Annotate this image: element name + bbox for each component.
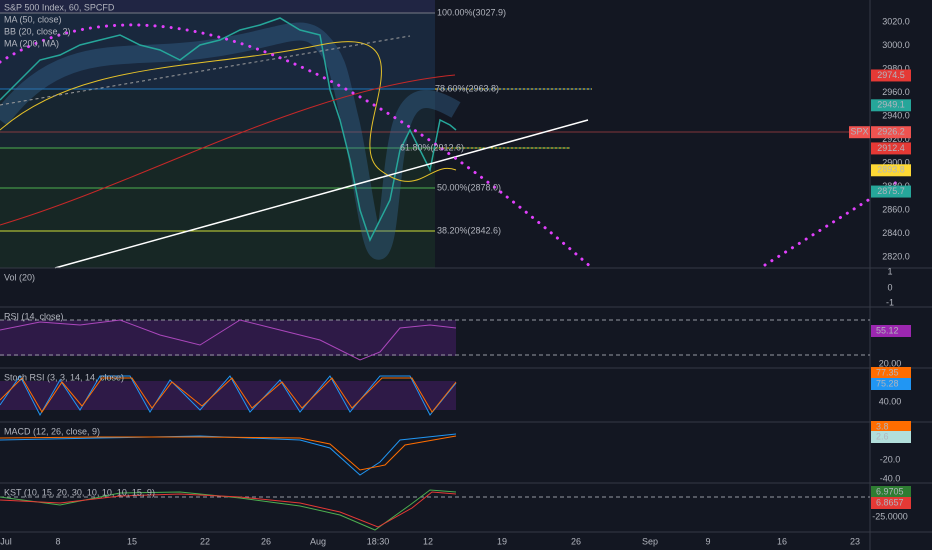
pane-label-box — [871, 497, 911, 509]
pane-label: 6.9705 — [876, 486, 904, 496]
price-label: 2893.8 — [877, 165, 905, 175]
pane-label: 0 — [887, 282, 892, 292]
price-label: 2949.1 — [877, 100, 905, 110]
study-title: MA (50, close) — [4, 14, 62, 24]
time-label: 16 — [777, 536, 787, 546]
pane-title: KST (10, 15, 20, 30, 10, 10, 10, 15, 9) — [4, 487, 155, 497]
pane-label-box — [871, 367, 911, 379]
price-label-box — [871, 185, 911, 198]
pane-label: 55.12 — [876, 325, 899, 335]
pane-label: 2.6 — [876, 431, 889, 441]
price-tick: 3020.0 — [882, 16, 910, 26]
symbol-tag-box — [849, 126, 870, 139]
pane-label: -20.0 — [880, 454, 901, 464]
price-label: 2912.4 — [877, 143, 905, 153]
pane-label: 75.28 — [876, 378, 899, 388]
fib-label: 61.80%(2912.6) — [400, 142, 464, 152]
pane-label: 3.8 — [876, 421, 889, 431]
pane-title: RSI (14, close) — [4, 311, 64, 321]
pane-label: -40.0 — [880, 473, 901, 483]
fib-label: 100.00%(3027.9) — [437, 7, 506, 17]
time-label: 22 — [200, 536, 210, 546]
price-tick: 2980.0 — [882, 63, 910, 73]
price-label: 2974.5 — [877, 70, 905, 80]
time-label: 8 — [55, 536, 60, 546]
fib-label: 38.20%(2842.6) — [437, 225, 501, 235]
time-label: 18:30 — [367, 536, 390, 546]
pane-label: -25.0000 — [872, 511, 908, 521]
price-tick: 3000.0 — [882, 40, 910, 50]
time-label: Aug — [310, 536, 326, 546]
price-label: 2926.2 — [877, 127, 905, 137]
price-tick: 2860.0 — [882, 204, 910, 214]
price-label-box — [871, 164, 911, 177]
pane-label: -1 — [886, 297, 894, 307]
pane-label: 77.35 — [876, 367, 899, 377]
pane-label: 1 — [887, 266, 892, 276]
pane-label: 40.00 — [879, 396, 902, 406]
time-label: 26 — [571, 536, 581, 546]
symbol-title: S&P 500 Index, 60, SPCFD — [4, 2, 115, 12]
fib-label: 78.60%(2963.8) — [435, 83, 499, 93]
time-label: 15 — [127, 536, 137, 546]
price-label-box — [871, 99, 911, 112]
price-label-box — [871, 126, 911, 139]
time-label: 19 — [497, 536, 507, 546]
time-label: 26 — [261, 536, 271, 546]
study-title: MA (200, MA) — [4, 38, 59, 48]
pane-label-box — [871, 421, 911, 433]
fib-label: 50.00%(2878.0) — [437, 182, 501, 192]
pane-label-box — [871, 486, 911, 498]
price-tick: 2820.0 — [882, 251, 910, 261]
pane-title: MACD (12, 26, close, 9) — [4, 426, 100, 436]
price-tick: 2920.0 — [882, 134, 910, 144]
price-label: 2875.7 — [877, 186, 905, 196]
price-tick: 2840.0 — [882, 228, 910, 238]
pane-label-box — [871, 431, 911, 443]
time-label: Sep — [642, 536, 658, 546]
pane-label: 20.00 — [879, 358, 902, 368]
pane-label: 6.8657 — [876, 497, 904, 507]
price-tick: 2960.0 — [882, 87, 910, 97]
price-tick: 2900.0 — [882, 157, 910, 167]
pane-label-box — [871, 378, 911, 390]
pane-label-box — [871, 325, 911, 337]
price-tick: 2940.0 — [882, 110, 910, 120]
time-label: Jul — [0, 536, 12, 546]
symbol-tag: SPX — [850, 127, 868, 137]
price-label-box — [871, 142, 911, 155]
price-label-box — [871, 69, 911, 82]
time-label: 9 — [705, 536, 710, 546]
study-title: BB (20, close, 2) — [4, 26, 71, 36]
pane-title: Stoch RSI (3, 3, 14, 14, close) — [4, 372, 124, 382]
time-label: 12 — [423, 536, 433, 546]
pane-title: Vol (20) — [4, 272, 35, 282]
time-label: 23 — [850, 536, 860, 546]
